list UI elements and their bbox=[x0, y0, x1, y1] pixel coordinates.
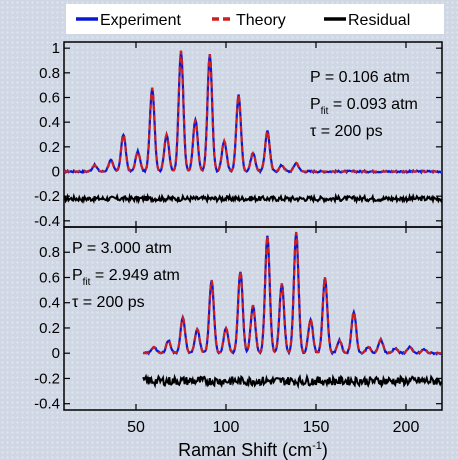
y-tick-label: 0 bbox=[52, 345, 60, 362]
y-tick-label: 0.4 bbox=[39, 295, 60, 312]
plot-frame bbox=[63, 226, 443, 411]
x-axis-label: Raman Shift (cm-1) bbox=[178, 440, 328, 460]
annotation: Pfit = 2.949 atm bbox=[72, 267, 180, 288]
x-tick-label: 200 bbox=[393, 419, 420, 436]
top-panel: 1 0.8 0.6 0.4 0.2 0 -0.2 -0.4 P = 0.106 atm Pfit … bbox=[34, 40, 443, 230]
y-tick-label: 0.4 bbox=[39, 114, 60, 131]
annotation: P = 3.000 atm bbox=[72, 240, 172, 257]
y-tick-label: 0.6 bbox=[39, 269, 60, 286]
y-tick-label: 0.8 bbox=[39, 244, 60, 261]
residual-series bbox=[142, 373, 443, 390]
y-tick-label: 0.2 bbox=[39, 139, 60, 156]
y-tick-label: -0.4 bbox=[34, 213, 60, 230]
residual-series bbox=[63, 192, 443, 205]
annotation: τ = 200 ps bbox=[310, 123, 383, 140]
theory-series bbox=[143, 231, 442, 355]
y-tick-label: 0.2 bbox=[39, 320, 60, 337]
y-tick-label: 0.8 bbox=[39, 65, 60, 82]
y-tick-label: 1 bbox=[52, 40, 60, 57]
x-tick-label: 100 bbox=[213, 419, 240, 436]
y-tick-label: -0.2 bbox=[34, 370, 60, 387]
legend-label: Experiment bbox=[100, 12, 181, 29]
y-tick-label: -0.2 bbox=[34, 188, 60, 205]
x-axis: 50 100 150 200 Raman Shift (cm-1) bbox=[127, 419, 419, 460]
legend: Experiment Theory Residual bbox=[66, 4, 444, 34]
annotation: τ = 200 ps bbox=[72, 294, 145, 311]
x-tick-label: 50 bbox=[127, 419, 145, 436]
y-tick-label: 0 bbox=[52, 164, 60, 181]
y-tick-label: 0.6 bbox=[39, 90, 60, 107]
x-tick-label: 150 bbox=[303, 419, 330, 436]
annotation: Pfit = 0.093 atm bbox=[310, 96, 418, 117]
legend-box bbox=[66, 4, 444, 34]
bottom-panel: 0.8 0.6 0.4 0.2 0 -0.2 -0.4 P = 3.000 atm Pfit =… bbox=[34, 226, 443, 413]
theory-series bbox=[64, 50, 442, 173]
legend-label: Residual bbox=[348, 12, 410, 29]
legend-label: Theory bbox=[236, 12, 286, 29]
annotation: P = 0.106 atm bbox=[310, 69, 410, 86]
y-tick-label: -0.4 bbox=[34, 396, 60, 413]
